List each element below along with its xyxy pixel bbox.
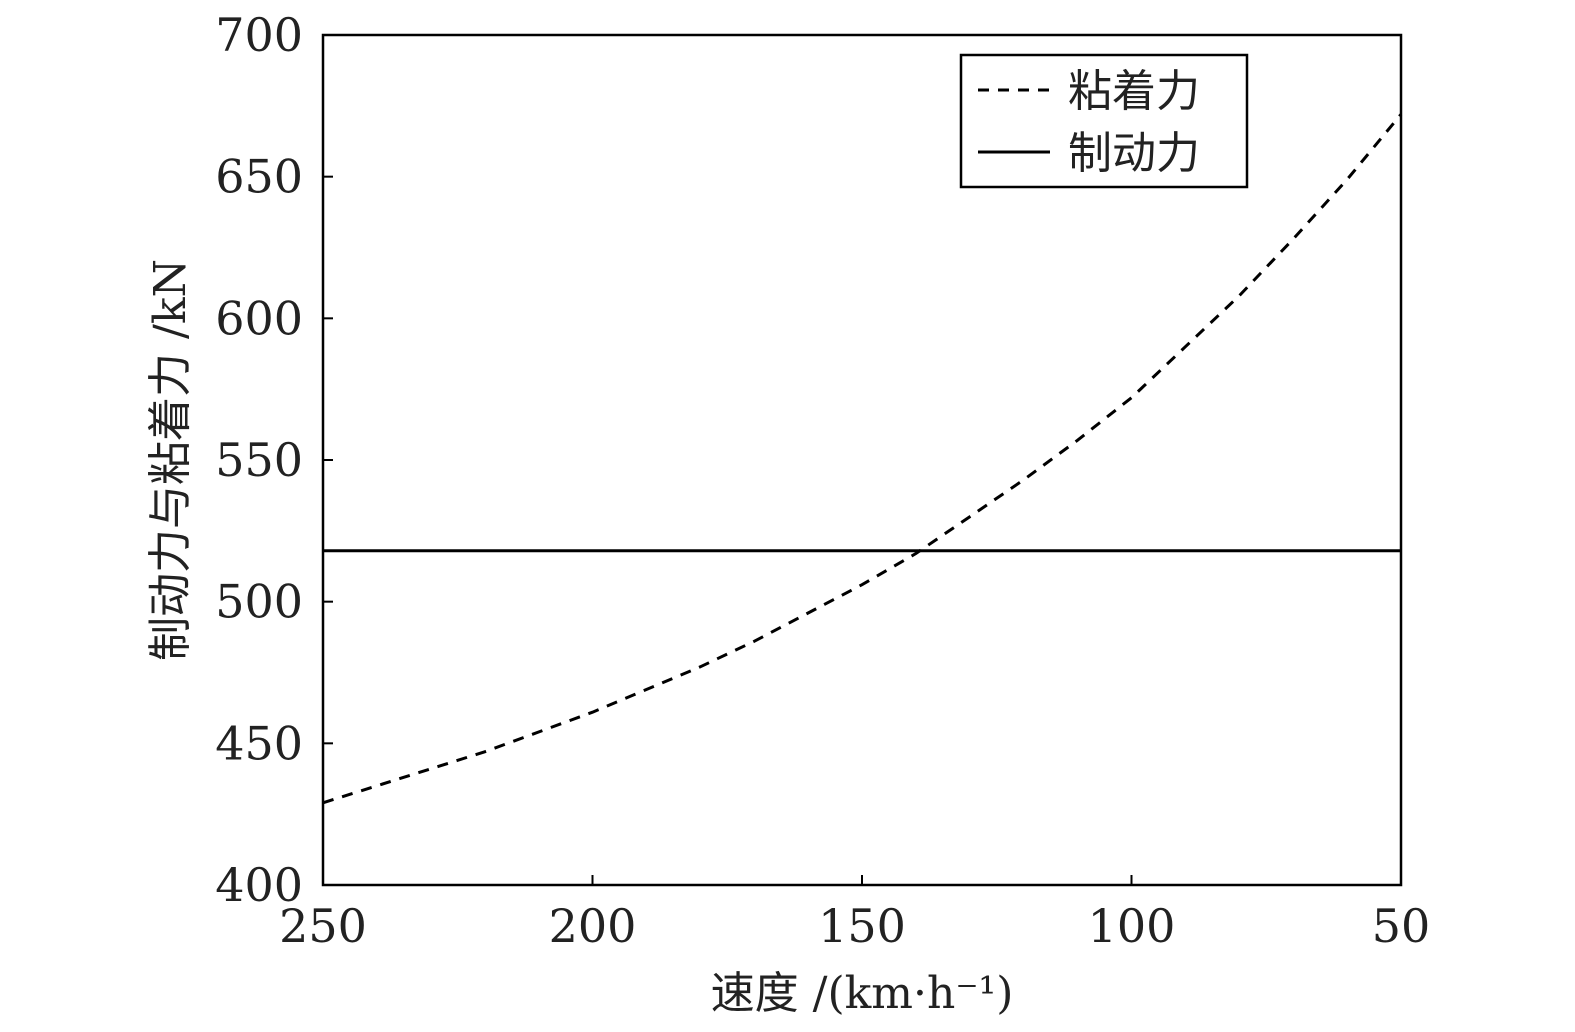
y-axis-ticks: 400 450 500 550 600 650 700 xyxy=(215,8,333,912)
x-tick-label: 50 xyxy=(1372,899,1431,953)
y-tick-label: 600 xyxy=(215,291,303,345)
x-tick-label: 200 xyxy=(549,899,637,953)
series-line-adhesion xyxy=(322,113,1403,805)
y-tick-label: 650 xyxy=(215,150,303,204)
x-tick-label: 100 xyxy=(1088,899,1176,953)
y-tick-label: 450 xyxy=(215,716,303,770)
legend-label-braking: 制动力 xyxy=(1068,128,1200,179)
y-axis-label: 制动力与粘着力 /kN xyxy=(145,259,196,661)
series-layer xyxy=(322,113,1403,805)
y-tick-label: 700 xyxy=(215,8,303,62)
x-tick-label: 150 xyxy=(818,899,906,953)
y-tick-label: 500 xyxy=(215,575,303,629)
legend-box xyxy=(959,53,1249,189)
legend: 粘着力 制动力 xyxy=(959,53,1249,189)
y-tick-label: 400 xyxy=(215,858,303,912)
legend-label-adhesion: 粘着力 xyxy=(1068,66,1200,117)
y-tick-label: 550 xyxy=(215,433,303,487)
x-axis-ticks: 250 200 150 100 50 xyxy=(279,875,1430,953)
x-axis-label: 速度 /(km·h⁻¹) xyxy=(711,968,1014,1019)
x-tick-label: 250 xyxy=(279,899,367,953)
